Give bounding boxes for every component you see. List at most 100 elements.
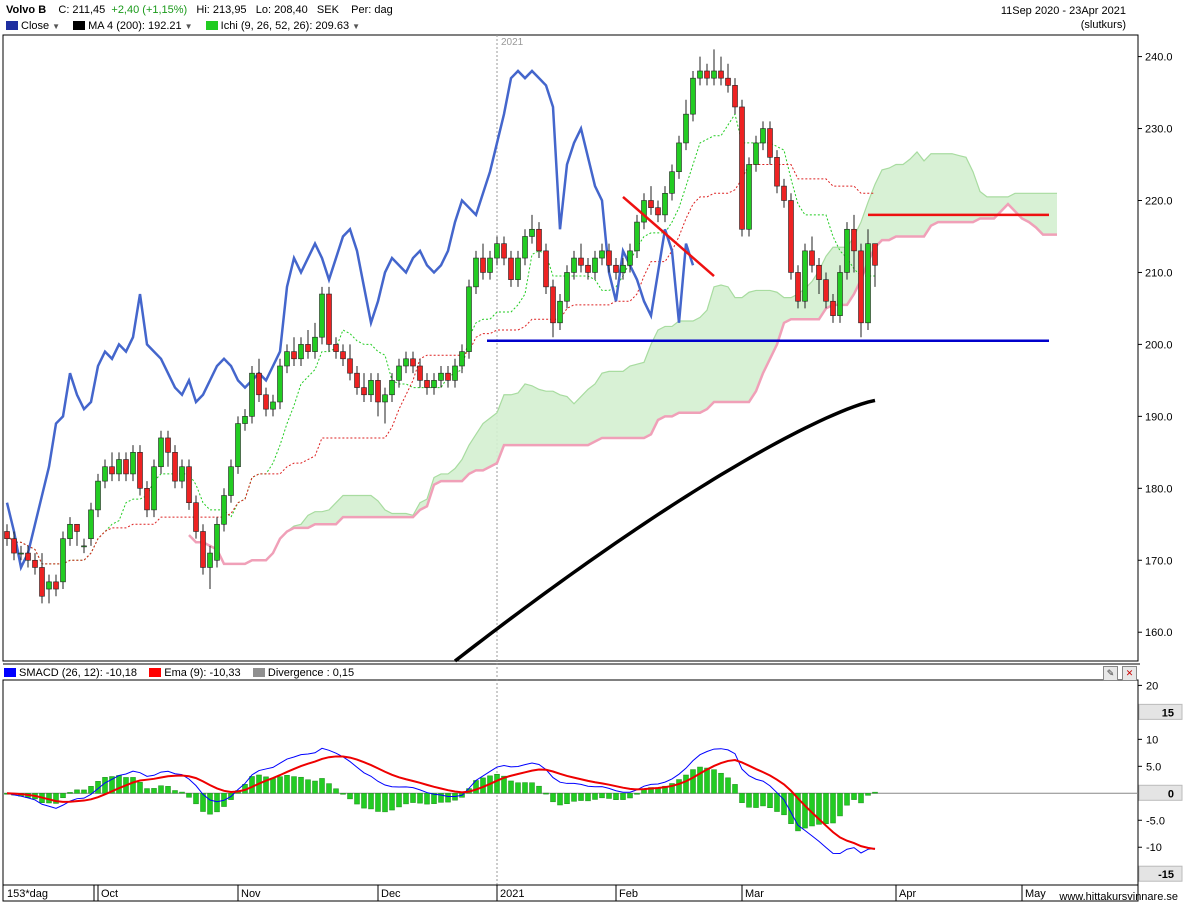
macd-level-label: 15 xyxy=(1162,707,1174,719)
divergence-bar xyxy=(557,793,563,806)
candle-body xyxy=(697,70,703,79)
legend-ma[interactable]: MA 4 (200): 192.21 ▼ xyxy=(73,20,202,32)
candle-body xyxy=(501,243,507,259)
chevron-down-icon[interactable]: ▼ xyxy=(52,22,61,31)
candle-body xyxy=(151,466,157,511)
divergence-bar xyxy=(760,793,766,807)
candle-body xyxy=(25,552,31,561)
divergence-bar xyxy=(809,793,815,827)
legend-divergence[interactable]: Divergence : 0,15 xyxy=(252,667,354,679)
candle-body xyxy=(851,228,857,252)
divergence-bar xyxy=(592,793,598,800)
legend-smacd[interactable]: SMACD (26, 12): -10,18 xyxy=(4,667,137,679)
candle-body xyxy=(739,106,745,230)
candle-body xyxy=(865,243,871,324)
candle-body xyxy=(382,394,388,403)
candle-body xyxy=(130,452,136,475)
ema-signal-line xyxy=(6,755,876,851)
candle-body xyxy=(298,344,304,360)
divergence-bar xyxy=(858,793,864,804)
divergence-bar xyxy=(564,793,570,805)
candle-body xyxy=(11,538,17,554)
candle-body xyxy=(480,257,486,273)
divergence-bar xyxy=(270,778,276,794)
legend-smacd-label: SMACD (26, 12): -10,18 xyxy=(19,667,137,679)
candle-body xyxy=(571,257,577,273)
divergence-bar xyxy=(46,793,52,804)
chevron-down-icon[interactable]: ▼ xyxy=(184,22,193,31)
macd-y-tick-label: -10 xyxy=(1146,842,1162,854)
candle-body xyxy=(543,250,549,288)
candle-body xyxy=(823,279,829,302)
divergence-bar xyxy=(81,789,87,794)
candle-body xyxy=(795,272,801,302)
divergence-bar xyxy=(795,793,801,832)
candle-body xyxy=(445,372,451,381)
change-value: +2,40 (+1,15%) xyxy=(111,4,188,16)
candle-body xyxy=(746,164,752,230)
legend-ema[interactable]: Ema (9): -10,33 xyxy=(149,667,241,679)
x-axis-month-label: Apr xyxy=(899,888,916,900)
macd-y-tick-label: 10 xyxy=(1146,734,1158,746)
candle-body xyxy=(277,365,283,403)
candle-body xyxy=(228,466,234,496)
cloud-span-b xyxy=(188,202,1057,566)
divergence-bar xyxy=(641,788,647,794)
candle-body xyxy=(221,495,227,525)
candle-body xyxy=(214,523,220,561)
candle-body xyxy=(522,236,528,259)
candle-body xyxy=(46,581,52,590)
divergence-bar xyxy=(326,783,332,794)
divergence-bar xyxy=(340,793,346,795)
candle-body xyxy=(725,77,731,86)
x-axis-month-label: Dec xyxy=(381,888,401,900)
candle-body xyxy=(60,538,66,583)
candle-body xyxy=(487,257,493,273)
divergence-bar xyxy=(459,793,465,798)
candle-body xyxy=(312,336,318,352)
candle-body xyxy=(424,380,430,388)
smacd-line xyxy=(6,747,876,855)
divergence-bar xyxy=(186,793,192,798)
candle-body xyxy=(473,257,479,288)
candle-body xyxy=(662,192,668,216)
ichimoku-cloud xyxy=(189,151,1057,564)
divergence-bar xyxy=(718,772,724,794)
candle-body xyxy=(767,128,773,158)
divergence-bar xyxy=(116,775,122,794)
wrench-icon[interactable]: ✎ xyxy=(1103,666,1118,681)
candle-body xyxy=(256,372,262,396)
candle-body xyxy=(32,559,38,568)
divergence-bar xyxy=(368,793,374,810)
divergence-bar xyxy=(228,793,234,800)
legend-ichi[interactable]: Ichi (9, 26, 52, 26): 209.63 ▼ xyxy=(205,20,370,32)
divergence-bar xyxy=(235,790,241,794)
macd-y-tick-label: -5.0 xyxy=(1146,815,1165,827)
candle-body xyxy=(123,459,129,475)
divergence-bar xyxy=(193,793,199,805)
divergence-bar xyxy=(53,793,59,804)
chevron-down-icon[interactable]: ▼ xyxy=(352,22,360,31)
chart-header: Volvo B C: 211,45 +2,40 (+1,15%) Hi: 213… xyxy=(0,0,1184,34)
divergence-bar xyxy=(802,793,808,829)
candle-body xyxy=(340,351,346,360)
close-panel-icon[interactable]: ✕ xyxy=(1122,666,1137,681)
legend-close[interactable]: Close ▼ xyxy=(6,20,70,32)
divergence-bar xyxy=(606,793,612,799)
candle-body xyxy=(361,387,367,396)
x-axis-month-label: Nov xyxy=(241,888,261,900)
divergence-bar xyxy=(704,767,710,794)
divergence-bar xyxy=(67,792,73,794)
candle-body xyxy=(753,142,759,165)
candle-body xyxy=(620,264,626,273)
candle-body xyxy=(613,264,619,273)
candle-body xyxy=(431,380,437,388)
divergence-bar xyxy=(571,793,577,802)
divergence-bar xyxy=(165,786,171,794)
macd-level-box xyxy=(1138,784,1183,801)
divergence-bar xyxy=(109,776,115,794)
candle-body xyxy=(592,257,598,273)
candle-body xyxy=(781,185,787,201)
divergence-bar xyxy=(683,774,689,794)
